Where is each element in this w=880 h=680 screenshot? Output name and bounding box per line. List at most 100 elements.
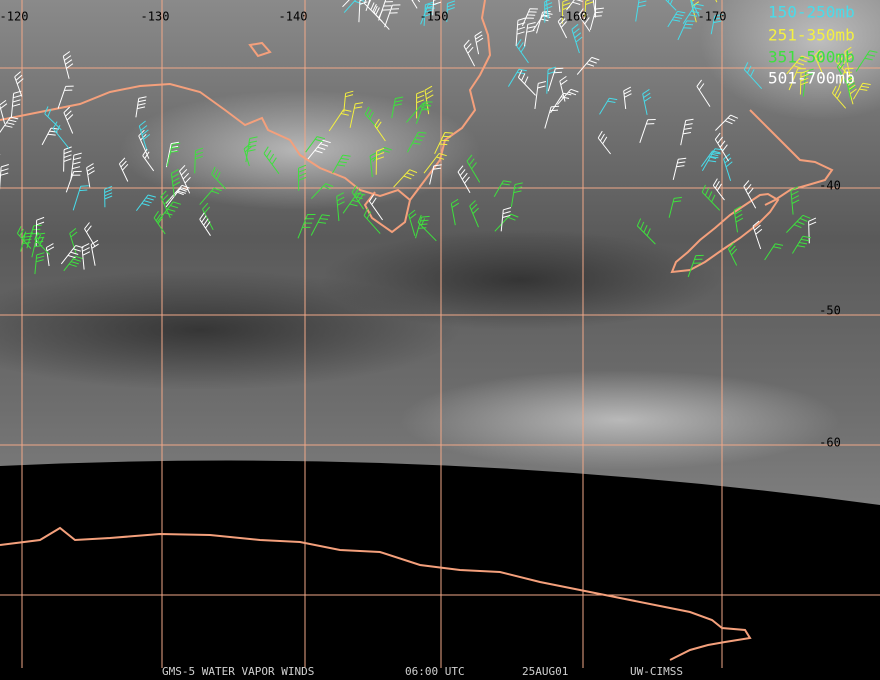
wind-barb xyxy=(733,205,744,233)
wind-barb xyxy=(0,116,19,133)
wind-barb xyxy=(791,235,811,254)
footer-text: GMS-5 WATER VAPOR WINDS xyxy=(162,665,314,678)
wind-barb xyxy=(365,0,371,12)
wind-barb xyxy=(31,232,46,258)
wind-barb xyxy=(423,153,447,174)
wind-barb xyxy=(393,169,418,188)
wind-barb xyxy=(743,180,757,209)
wind-barb xyxy=(557,88,579,105)
wind-barb xyxy=(786,214,811,233)
moist-area xyxy=(120,90,480,210)
wind-barb xyxy=(597,130,611,155)
wind-barb xyxy=(263,146,280,175)
wind-barb xyxy=(16,226,32,249)
wind-barb xyxy=(297,214,316,239)
wind-barb xyxy=(351,185,365,210)
map-labels: -120 -130 -140 -150 -160 -170 -40 -50 -60 -70 150-… xyxy=(0,3,855,679)
coastline xyxy=(670,192,780,274)
wind-barb xyxy=(450,198,460,226)
wind-barb xyxy=(690,0,700,17)
coastline xyxy=(248,41,272,58)
wind-barb xyxy=(852,82,871,100)
wind-barb xyxy=(429,164,442,185)
wind-barb xyxy=(727,242,738,266)
no-data-region xyxy=(0,460,880,680)
wind-barb xyxy=(179,164,191,194)
wind-barb xyxy=(307,139,331,160)
wind-barb xyxy=(384,4,401,28)
wind-barb xyxy=(835,53,854,81)
wind-barb xyxy=(363,208,381,234)
wind-barb xyxy=(328,109,352,132)
wind-barb xyxy=(142,148,155,172)
longitude-label: -120 xyxy=(0,10,28,24)
wind-barb xyxy=(584,0,594,20)
wind-barb xyxy=(62,51,74,79)
wind-barb xyxy=(0,99,8,124)
wind-barb xyxy=(364,106,379,129)
wind-barb xyxy=(170,169,181,197)
longitude-label: -140 xyxy=(279,10,308,24)
wind-barb xyxy=(165,187,189,208)
wind-barb xyxy=(45,243,55,267)
wind-barb xyxy=(157,201,181,223)
wind-barb xyxy=(391,96,404,119)
wind-barb xyxy=(60,245,84,265)
wind-barb xyxy=(305,136,326,153)
wind-barb xyxy=(846,75,856,100)
wind-barb xyxy=(368,194,384,221)
wind-barb xyxy=(434,132,453,155)
wind-barb xyxy=(358,0,368,23)
wind-barb xyxy=(493,180,512,197)
wind-barb xyxy=(0,164,9,191)
wind-barb xyxy=(599,97,618,115)
longitude-label: -130 xyxy=(141,10,170,24)
wind-barb xyxy=(463,39,476,67)
wind-barb xyxy=(855,50,878,72)
wind-barb xyxy=(837,68,854,91)
wind-barb xyxy=(26,224,42,249)
wind-barb xyxy=(712,178,725,201)
wind-barb xyxy=(516,39,529,64)
wind-barb xyxy=(786,55,810,75)
wind-barb xyxy=(566,0,583,11)
wind-barb xyxy=(799,70,809,95)
wind-barb xyxy=(432,0,442,16)
wind-barb xyxy=(557,15,568,39)
wind-barb xyxy=(118,157,129,182)
wind-barb xyxy=(466,154,481,183)
wind-barb xyxy=(310,214,330,236)
coastline xyxy=(749,109,834,206)
wind-barb xyxy=(677,20,695,41)
wind-barb xyxy=(199,187,222,205)
wind-barb xyxy=(710,14,723,35)
wind-barb xyxy=(374,118,386,142)
wind-barb xyxy=(70,152,82,181)
wind-barb xyxy=(715,114,739,131)
wind-barb xyxy=(524,22,536,47)
wind-barb xyxy=(682,3,704,24)
wind-barb xyxy=(423,1,434,26)
wind-barb xyxy=(665,0,677,11)
wind-barb xyxy=(623,86,632,110)
wind-barb xyxy=(446,0,456,22)
wind-barb xyxy=(578,8,591,32)
wind-barb xyxy=(415,215,430,239)
legend-entry: 150-250mb xyxy=(768,3,855,22)
wind-barb xyxy=(408,209,417,236)
wind-barb xyxy=(20,232,34,252)
wind-barb xyxy=(696,79,711,107)
wind-barb xyxy=(310,183,334,200)
wind-barb xyxy=(808,217,817,244)
wind-barb xyxy=(714,132,730,162)
wind-barb xyxy=(494,213,519,232)
wind-barb xyxy=(72,185,89,211)
wind-barb xyxy=(65,170,82,193)
wind-barb xyxy=(199,212,211,236)
wind-barb xyxy=(764,243,784,261)
longitude-label: -160 xyxy=(559,10,588,24)
wind-barb xyxy=(550,92,572,114)
wind-barb xyxy=(349,102,364,128)
wind-barb xyxy=(457,165,471,194)
